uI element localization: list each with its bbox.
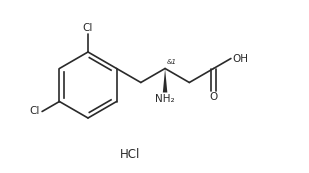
Text: Cl: Cl — [83, 23, 93, 33]
Polygon shape — [163, 69, 167, 93]
Text: NH₂: NH₂ — [155, 94, 175, 104]
Text: OH: OH — [232, 53, 248, 63]
Text: O: O — [210, 93, 218, 102]
Text: HCl: HCl — [120, 148, 140, 162]
Text: &1: &1 — [167, 60, 177, 66]
Text: Cl: Cl — [30, 107, 40, 116]
